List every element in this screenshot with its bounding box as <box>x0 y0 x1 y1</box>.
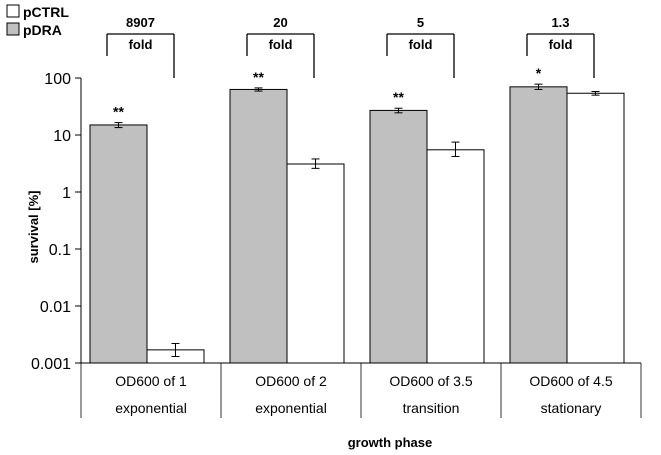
significance-marker: ** <box>113 104 124 120</box>
legend-swatch-pdra <box>6 22 20 36</box>
chart-legend: pCTRL pDRA <box>6 4 69 38</box>
fold-change-label: fold <box>409 37 433 52</box>
legend-swatch-pctrl <box>6 4 20 18</box>
fold-change-value: 8907 <box>126 15 155 30</box>
x-category-sublabel: stationary <box>541 400 602 416</box>
y-axis-title: survival [%] <box>26 191 41 264</box>
bar-pdra <box>509 86 568 364</box>
fold-change-label: fold <box>129 37 153 52</box>
y-tick-label: 10 <box>53 128 71 145</box>
bar-pdra <box>229 88 288 364</box>
x-category-sublabel: transition <box>403 400 460 416</box>
x-category-label: OD600 of 3.5 <box>389 373 472 389</box>
x-category-sublabel: exponential <box>255 400 327 416</box>
x-category-label: OD600 of 1 <box>115 373 187 389</box>
x-category-sublabel: exponential <box>115 400 187 416</box>
fold-change-value: 5 <box>417 15 424 30</box>
legend-label-pctrl: pCTRL <box>23 4 69 20</box>
fold-change-label: fold <box>269 37 293 52</box>
bar-pctrl <box>566 92 625 364</box>
significance-marker: * <box>536 65 542 81</box>
x-category-label: OD600 of 2 <box>255 373 327 389</box>
significance-marker: ** <box>253 69 264 85</box>
chart-axes: 100 10 1 0.1 0.01 0.001 OD600 of 1 exponential O… <box>31 71 642 418</box>
bar-pctrl <box>426 149 485 364</box>
x-category-label: OD600 of 4.5 <box>529 373 612 389</box>
bar-pdra <box>369 109 428 364</box>
chart-bars <box>89 83 625 364</box>
bar-pdra <box>89 124 148 364</box>
y-tick-label: 100 <box>44 71 71 88</box>
fold-change-label: fold <box>549 37 573 52</box>
y-tick-label: 0.01 <box>40 299 71 316</box>
chart-annotations: ** 8907 fold ** 20 fold ** 5 fold * 1.3 fold <box>106 15 595 120</box>
y-tick-label: 0.001 <box>31 356 71 373</box>
fold-change-value: 1.3 <box>551 15 569 30</box>
bar-pctrl <box>286 163 345 364</box>
fold-change-value: 20 <box>273 15 287 30</box>
y-tick-label: 0.1 <box>49 242 71 259</box>
significance-marker: ** <box>393 89 404 105</box>
y-tick-label: 1 <box>62 185 71 202</box>
x-axis-title: growth phase <box>348 435 433 450</box>
legend-label-pdra: pDRA <box>23 22 62 38</box>
